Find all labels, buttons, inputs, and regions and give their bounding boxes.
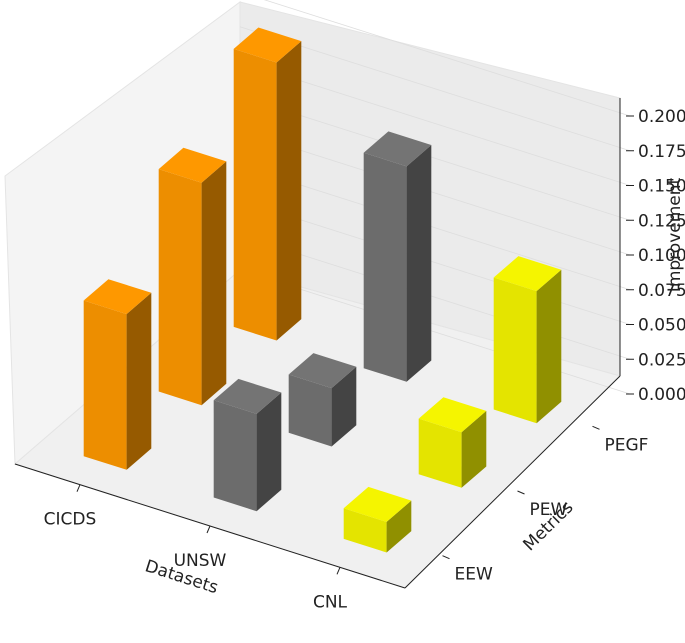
bar <box>288 353 357 447</box>
z-axis-title: Improvement <box>665 177 685 292</box>
grid-line-z <box>239 200 631 325</box>
z-tick-label: 0.150 <box>638 177 685 197</box>
bar <box>418 397 487 488</box>
bar-side-face <box>461 410 487 488</box>
z-tick-label: 0.050 <box>638 316 685 336</box>
y-tick-label: PEW <box>530 500 568 520</box>
bar-top-face <box>213 378 282 414</box>
y-axis-line <box>404 375 621 589</box>
bar <box>158 147 227 406</box>
bar-side-face <box>406 145 432 382</box>
x-tick-mark <box>206 525 211 534</box>
bar <box>213 378 282 512</box>
bar-top-face <box>288 353 357 389</box>
bar-front-face <box>158 169 202 406</box>
grid-line-z <box>239 61 631 186</box>
x-tick-label: CNL <box>313 592 348 612</box>
z-tick-label: 0.125 <box>638 211 685 231</box>
bar-side-face <box>386 500 412 553</box>
bar-top-face <box>158 147 227 183</box>
grid-line-z <box>263 0 631 117</box>
bar-front-face <box>83 300 127 470</box>
z-tick-label: 0.075 <box>638 281 685 301</box>
y-tick-mark <box>592 425 600 430</box>
bar-front-face <box>233 48 277 341</box>
grid-lines <box>239 0 631 395</box>
bar-top-face <box>343 486 412 522</box>
x-tick-label: CICDS <box>44 510 97 530</box>
bar-top-face <box>363 131 432 167</box>
bar-side-face <box>276 41 302 341</box>
grid-line-z <box>239 165 631 291</box>
z-tick-label: 0.200 <box>638 107 685 127</box>
bar-side-face <box>536 269 562 424</box>
bar-top-face <box>493 256 562 292</box>
x-tick-mark <box>76 484 81 492</box>
grid-line-z <box>239 95 631 221</box>
z-tick-label: 0.000 <box>638 385 685 405</box>
bar-side-face <box>201 161 227 406</box>
x-tick-mark <box>336 567 341 575</box>
bar <box>83 279 152 470</box>
bar-front-face <box>213 400 257 512</box>
grid-line-z <box>239 26 631 152</box>
y-tick-mark <box>517 490 525 495</box>
bar <box>233 27 302 341</box>
z-tick-label: 0.175 <box>638 142 685 162</box>
bars <box>83 27 562 553</box>
bar-front-face <box>288 374 332 447</box>
bar <box>363 131 432 382</box>
grid-line-z <box>239 130 631 256</box>
bar-side-face <box>256 392 282 512</box>
bar-front-face <box>363 152 407 382</box>
y-tick-mark <box>442 555 450 560</box>
grid-line-z <box>239 269 631 395</box>
y-tick-label: PEGF <box>605 435 649 455</box>
y-tick-label: EEW <box>455 565 493 585</box>
bar-front-face <box>418 418 462 488</box>
z-tick-label: 0.025 <box>638 350 685 370</box>
bar-side-face <box>126 292 152 470</box>
bar <box>343 486 412 553</box>
bar-top-face <box>418 397 487 433</box>
bar <box>493 256 562 424</box>
bar-side-face <box>331 366 357 447</box>
x-tick-label: UNSW <box>174 551 227 571</box>
grid-line-z <box>239 234 631 360</box>
bar-top-face <box>83 279 152 315</box>
bar-front-face <box>493 277 537 424</box>
bar-top-face <box>233 27 302 63</box>
z-tick-label: 0.100 <box>638 246 685 266</box>
bar-front-face <box>343 508 387 553</box>
axis-ticks: 0.000 0.025 0.050 0.075 0.100 0.125 0.150 0.175… <box>44 107 685 612</box>
